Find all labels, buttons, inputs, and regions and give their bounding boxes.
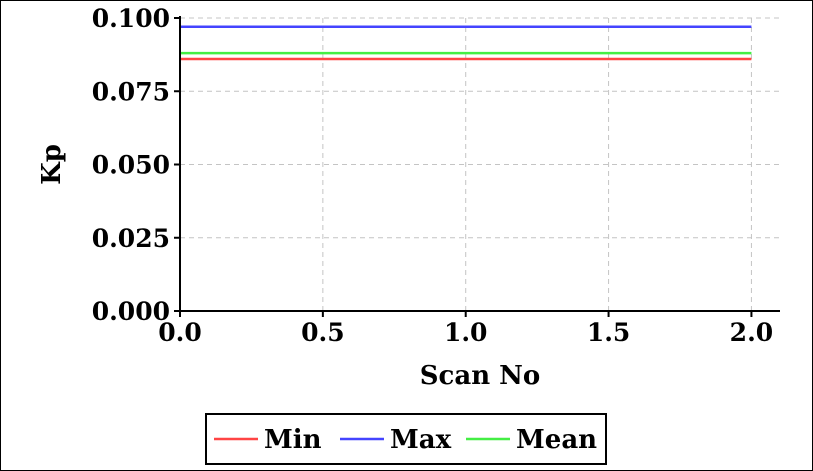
legend-box	[205, 413, 607, 465]
y-ticks: 0.000 0.025 0.050 0.075 0.100	[92, 4, 180, 326]
x-tick-label: 2.0	[730, 318, 774, 347]
y-tick-label: 0.075	[92, 77, 170, 106]
grid	[179, 17, 780, 312]
y-tick-label: 0.100	[92, 4, 170, 33]
x-tick-label: 0.0	[158, 318, 202, 347]
x-axis-title: Scan No	[420, 361, 541, 391]
x-tick-label: 1.5	[587, 318, 631, 347]
legend-label-max: Max	[390, 425, 452, 455]
legend-label-mean: Mean	[516, 425, 597, 455]
x-tick-label: 0.5	[301, 318, 345, 347]
y-axis-title: Kp	[37, 144, 67, 185]
y-tick-label: 0.025	[92, 224, 170, 253]
legend-label-min: Min	[264, 425, 322, 455]
x-ticks: 0.0 0.5 1.0 1.5 2.0	[158, 311, 773, 347]
y-tick-label: 0.000	[92, 297, 170, 326]
series-layer	[180, 25, 752, 61]
legend: Min Max Mean	[205, 413, 607, 465]
y-tick-label: 0.050	[92, 151, 170, 180]
x-tick-label: 1.0	[444, 318, 488, 347]
